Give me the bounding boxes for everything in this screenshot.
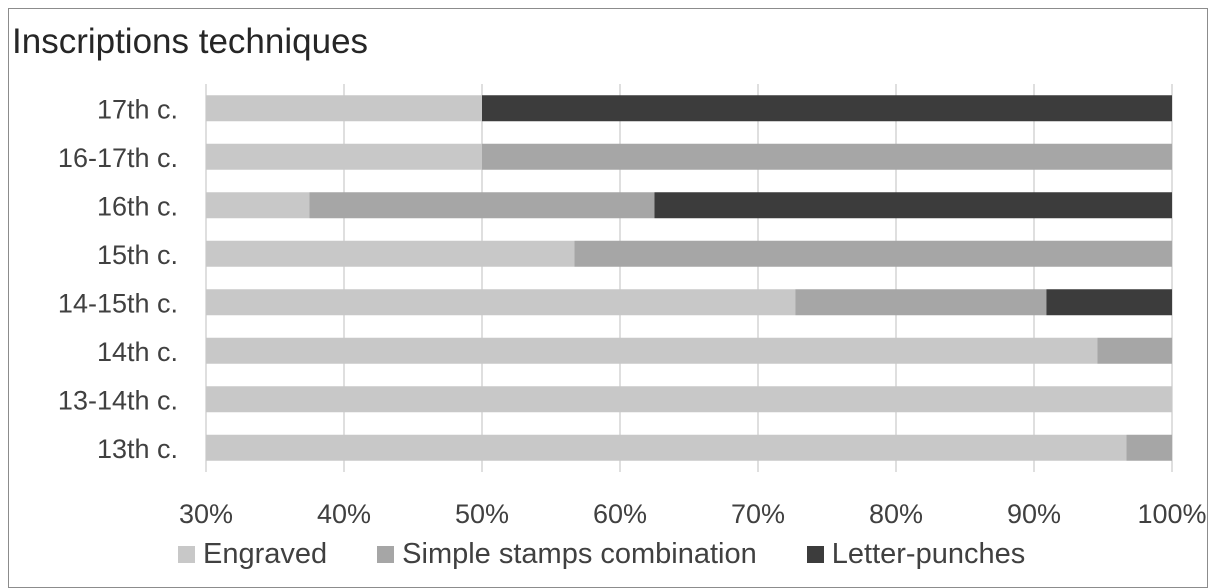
legend-swatch — [806, 546, 824, 563]
legend-swatch — [377, 546, 395, 563]
x-tick-label: 30% — [179, 499, 233, 529]
x-tick-label: 70% — [731, 499, 785, 529]
chart-legend: Engraved Simple stamps combination Letter-… — [178, 538, 1075, 571]
bar-segment — [795, 289, 1047, 316]
bar-segment — [206, 289, 796, 316]
x-tick-label: 40% — [317, 499, 371, 529]
legend-item: Letter-punches — [806, 538, 1026, 571]
legend-label: Engraved — [203, 538, 328, 570]
bar-segment — [206, 95, 482, 122]
x-tick-label: 100% — [1137, 499, 1206, 529]
bar-segment — [574, 240, 1172, 267]
legend-item: Simple stamps combination — [377, 538, 757, 571]
bar-segment — [1126, 434, 1172, 461]
chart-plot-area: 30% 40% 50% 60% 70% 80% 90% 100% 17th c. 16-17th … — [58, 84, 1207, 529]
legend-item: Engraved — [178, 538, 327, 571]
bar-segment — [206, 386, 1172, 413]
bar-segment — [482, 143, 1172, 170]
bar-segment — [482, 95, 1172, 122]
category-label: 14th c. — [97, 337, 178, 367]
legend-swatch — [178, 546, 195, 563]
bar-segment — [206, 434, 1127, 461]
legend-label: Simple stamps combination — [402, 538, 757, 570]
bar-segment — [206, 192, 310, 219]
bar-segment — [1097, 337, 1172, 364]
category-label: 15th c. — [97, 240, 178, 270]
legend-label: Letter-punches — [831, 538, 1026, 570]
bar-segment — [309, 192, 655, 219]
category-label: 13-14th c. — [58, 385, 178, 415]
bar-segment — [206, 337, 1098, 364]
x-tick-label: 90% — [1007, 499, 1061, 529]
chart-title: Inscriptions techniques — [12, 22, 369, 61]
x-tick-label: 60% — [593, 499, 647, 529]
category-label: 16th c. — [97, 191, 178, 221]
bar-segment — [206, 143, 482, 170]
x-tick-label: 80% — [869, 499, 923, 529]
bar-segment — [654, 192, 1172, 219]
bar-segment — [1046, 289, 1172, 316]
category-label: 14-15th c. — [58, 288, 178, 318]
category-label: 17th c. — [97, 94, 178, 124]
x-tick-label: 50% — [455, 499, 509, 529]
bar-segment — [206, 240, 575, 267]
category-label: 16-17th c. — [58, 143, 178, 173]
category-label: 13th c. — [97, 434, 178, 464]
